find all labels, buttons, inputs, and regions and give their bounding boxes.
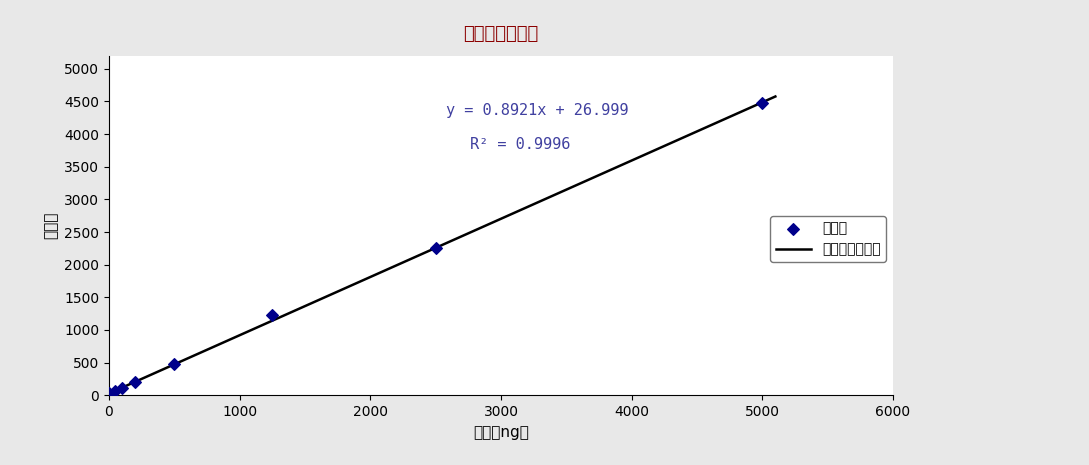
- 峰面积: [427, 244, 444, 252]
- 线性（峰面积）: [499, 214, 512, 219]
- Legend: 峰面积, 线性（峰面积）: 峰面积, 线性（峰面积）: [770, 216, 886, 262]
- 峰面积: [113, 384, 131, 392]
- 线性（峰面积）: [102, 391, 115, 396]
- 峰面积: [100, 390, 118, 397]
- 峰面积: [126, 378, 144, 385]
- X-axis label: 含量（ng）: 含量（ng）: [473, 425, 529, 439]
- Line: 线性（峰面积）: 线性（峰面积）: [109, 97, 775, 393]
- 峰面积: [754, 99, 771, 106]
- 线性（峰面积）: [649, 147, 662, 153]
- 线性（峰面积）: [419, 250, 432, 255]
- Text: y = 0.8921x + 26.999: y = 0.8921x + 26.999: [446, 103, 628, 118]
- 线性（峰面积）: [752, 101, 766, 106]
- 线性（峰面积）: [423, 248, 436, 253]
- Y-axis label: 峰面积: 峰面积: [44, 212, 59, 239]
- 峰面积: [107, 387, 124, 394]
- Title: 丙烯腑标准曲线: 丙烯腑标准曲线: [463, 25, 539, 43]
- 峰面积: [264, 312, 281, 319]
- 线性（峰面积）: [463, 230, 476, 236]
- Text: R² = 0.9996: R² = 0.9996: [469, 137, 570, 152]
- 线性（峰面积）: [769, 94, 782, 100]
- 峰面积: [166, 361, 183, 368]
